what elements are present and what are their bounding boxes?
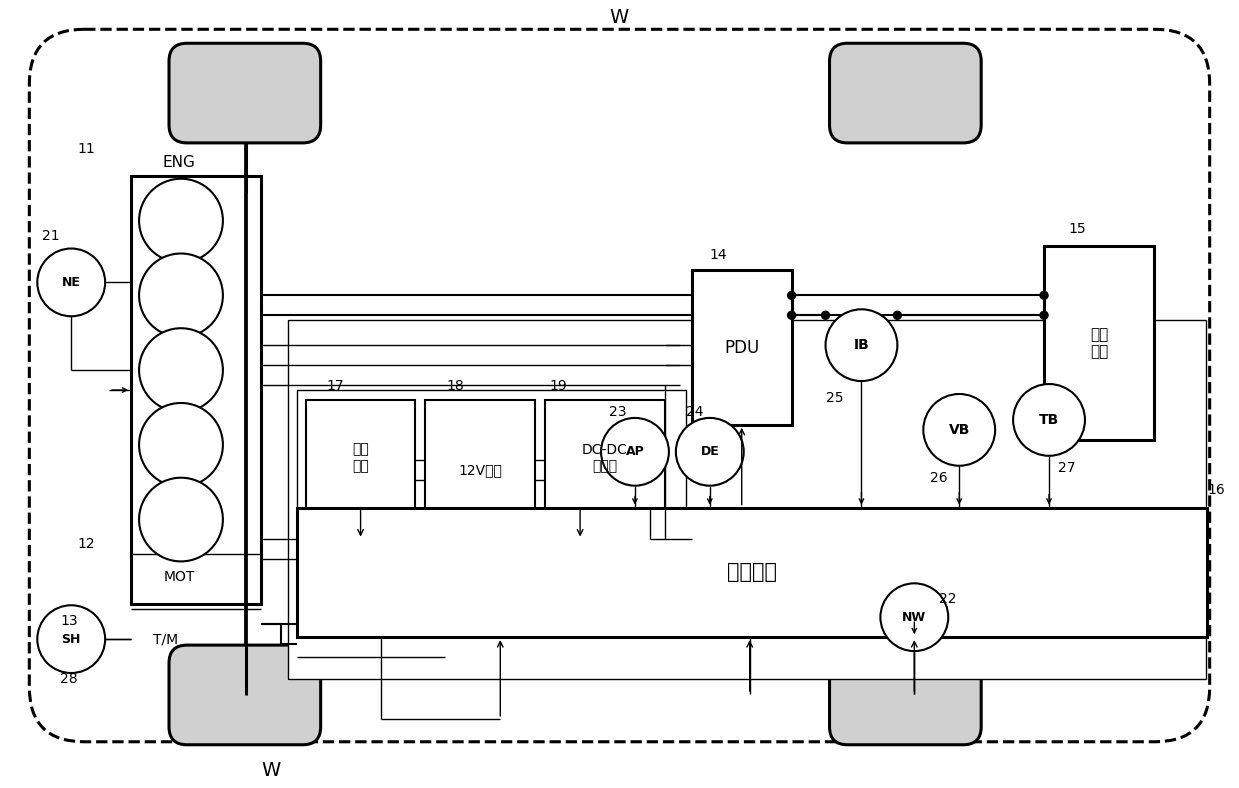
Text: 电气
负荷: 电气 负荷 (352, 443, 369, 473)
Circle shape (601, 418, 669, 485)
FancyBboxPatch shape (830, 43, 981, 143)
Text: 17: 17 (327, 379, 344, 393)
Text: W: W (261, 761, 280, 780)
Text: 27: 27 (1058, 461, 1075, 474)
Circle shape (139, 179, 223, 262)
Bar (425, 400, 535, 540)
Text: DC-DC
转换器: DC-DC 转换器 (582, 443, 628, 473)
Text: W: W (610, 8, 628, 27)
Circle shape (923, 394, 995, 466)
Circle shape (893, 311, 901, 319)
Circle shape (788, 311, 795, 319)
Circle shape (1040, 311, 1048, 319)
Text: SH: SH (62, 633, 81, 645)
FancyBboxPatch shape (830, 645, 981, 745)
Text: 24: 24 (686, 405, 704, 419)
Text: TB: TB (1040, 413, 1059, 427)
Text: 28: 28 (61, 672, 78, 686)
Circle shape (675, 418, 743, 485)
Bar (287, 320, 1206, 679)
Bar (131, 176, 260, 604)
Bar (296, 507, 1207, 637)
Text: AP: AP (626, 445, 644, 459)
Text: VB: VB (949, 423, 970, 437)
Circle shape (881, 583, 948, 651)
Bar (306, 400, 415, 540)
Text: 12V电池: 12V电池 (458, 463, 502, 477)
Text: NE: NE (62, 276, 81, 289)
Bar (1044, 246, 1154, 440)
Text: 25: 25 (825, 391, 844, 405)
Text: NW: NW (902, 611, 927, 624)
Text: 18: 18 (446, 379, 465, 393)
FancyBboxPatch shape (30, 29, 1209, 742)
Text: 22: 22 (938, 593, 957, 606)
Text: IB: IB (854, 338, 870, 352)
Bar (296, 390, 686, 549)
Circle shape (139, 403, 223, 487)
Text: 15: 15 (1068, 221, 1085, 236)
Text: T/M: T/M (154, 632, 178, 646)
Text: 控制装置: 控制装置 (727, 563, 777, 582)
Text: 21: 21 (42, 229, 59, 243)
Text: ENG: ENG (162, 155, 196, 170)
Text: MOT: MOT (164, 571, 195, 585)
Circle shape (1040, 292, 1048, 299)
Text: 12: 12 (77, 537, 95, 552)
Circle shape (139, 329, 223, 412)
Circle shape (37, 605, 105, 673)
Text: 高压
电池: 高压 电池 (1090, 327, 1108, 359)
Circle shape (825, 310, 897, 381)
Text: 11: 11 (77, 142, 95, 156)
Circle shape (37, 248, 105, 316)
Bar (691, 270, 792, 425)
Text: 14: 14 (709, 248, 726, 262)
Circle shape (1014, 384, 1085, 455)
Text: 23: 23 (610, 405, 627, 419)
Text: 13: 13 (61, 614, 78, 628)
Bar (545, 400, 665, 540)
Text: 19: 19 (549, 379, 567, 393)
FancyBboxPatch shape (169, 645, 321, 745)
Text: DE: DE (700, 445, 719, 459)
Text: 26: 26 (930, 470, 948, 485)
Circle shape (139, 254, 223, 337)
Text: 16: 16 (1208, 483, 1225, 496)
Text: PDU: PDU (724, 339, 760, 357)
Circle shape (788, 292, 795, 299)
Circle shape (821, 311, 830, 319)
FancyBboxPatch shape (169, 43, 321, 143)
Circle shape (139, 478, 223, 561)
